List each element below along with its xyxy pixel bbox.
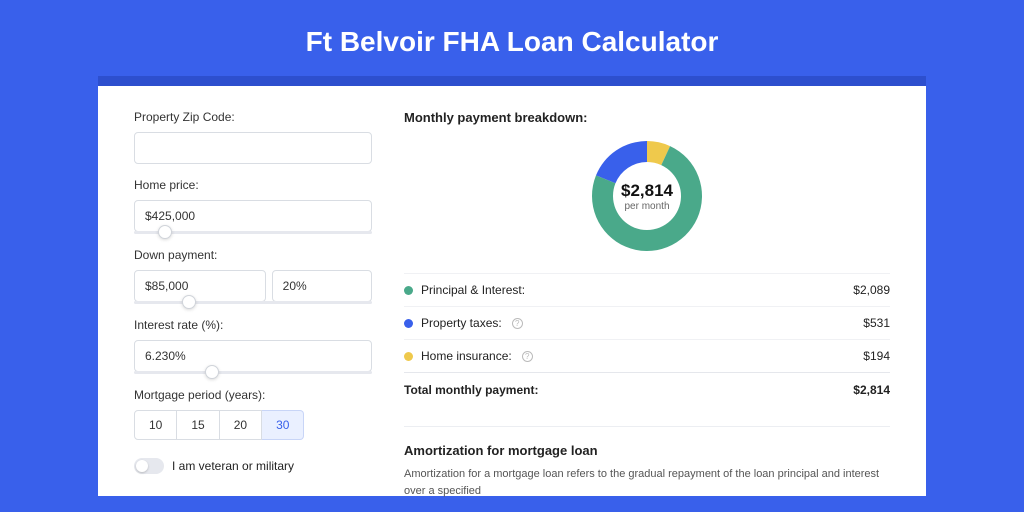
rate-slider[interactable] xyxy=(134,371,372,374)
period-btn-10[interactable]: 10 xyxy=(134,410,177,440)
zip-label: Property Zip Code: xyxy=(134,110,372,124)
down-label: Down payment: xyxy=(134,248,372,262)
page-title: Ft Belvoir FHA Loan Calculator xyxy=(0,0,1024,76)
legend-row-taxes: Property taxes:? $531 xyxy=(404,306,890,339)
price-group: Home price: xyxy=(134,178,372,234)
zip-group: Property Zip Code: xyxy=(134,110,372,164)
price-slider-thumb[interactable] xyxy=(158,225,172,239)
rate-label: Interest rate (%): xyxy=(134,318,372,332)
period-label: Mortgage period (years): xyxy=(134,388,372,402)
down-group: Down payment: xyxy=(134,248,372,304)
amortization-text: Amortization for a mortgage loan refers … xyxy=(404,466,890,499)
total-label: Total monthly payment: xyxy=(404,383,538,397)
legend-label-insurance: Home insurance: xyxy=(421,349,512,363)
rate-input[interactable] xyxy=(134,340,372,372)
legend-value-principal: $2,089 xyxy=(853,283,890,297)
legend-value-taxes: $531 xyxy=(863,316,890,330)
breakdown-title: Monthly payment breakdown: xyxy=(404,110,890,125)
price-label: Home price: xyxy=(134,178,372,192)
down-percent-input[interactable] xyxy=(272,270,372,302)
veteran-toggle[interactable] xyxy=(134,458,164,474)
info-icon[interactable]: ? xyxy=(512,318,523,329)
legend: Principal & Interest: $2,089 Property taxe… xyxy=(404,273,890,372)
price-slider[interactable] xyxy=(134,231,372,234)
rate-slider-thumb[interactable] xyxy=(205,365,219,379)
donut-chart: $2,814 per month xyxy=(588,137,706,255)
total-value: $2,814 xyxy=(853,383,890,397)
donut-center: $2,814 per month xyxy=(588,137,706,255)
legend-value-insurance: $194 xyxy=(863,349,890,363)
period-group: Mortgage period (years): 10152030 xyxy=(134,388,372,440)
legend-label-principal: Principal & Interest: xyxy=(421,283,525,297)
legend-label-taxes: Property taxes: xyxy=(421,316,502,330)
period-btn-30[interactable]: 30 xyxy=(262,410,304,440)
period-buttons: 10152030 xyxy=(134,410,372,440)
zip-input[interactable] xyxy=(134,132,372,164)
calculator-card: Property Zip Code: Home price: Down paym… xyxy=(98,76,926,496)
down-slider[interactable] xyxy=(134,301,372,304)
donut-amount: $2,814 xyxy=(621,181,673,201)
rate-group: Interest rate (%): xyxy=(134,318,372,374)
veteran-row: I am veteran or military xyxy=(134,458,372,474)
legend-dot-taxes xyxy=(404,319,413,328)
legend-dot-insurance xyxy=(404,352,413,361)
period-btn-20[interactable]: 20 xyxy=(220,410,262,440)
info-icon[interactable]: ? xyxy=(522,351,533,362)
breakdown-column: Monthly payment breakdown: $2,814 per mo… xyxy=(404,110,890,496)
amortization-title: Amortization for mortgage loan xyxy=(404,443,890,458)
total-row: Total monthly payment: $2,814 xyxy=(404,372,890,406)
legend-dot-principal xyxy=(404,286,413,295)
period-btn-15[interactable]: 15 xyxy=(177,410,219,440)
legend-row-principal: Principal & Interest: $2,089 xyxy=(404,273,890,306)
donut-wrap: $2,814 per month xyxy=(404,133,890,273)
down-slider-thumb[interactable] xyxy=(182,295,196,309)
donut-sub: per month xyxy=(624,201,669,212)
veteran-label: I am veteran or military xyxy=(172,459,294,473)
down-amount-input[interactable] xyxy=(134,270,266,302)
amortization-section: Amortization for mortgage loan Amortizat… xyxy=(404,426,890,499)
inputs-column: Property Zip Code: Home price: Down paym… xyxy=(134,110,372,496)
legend-row-insurance: Home insurance:? $194 xyxy=(404,339,890,372)
